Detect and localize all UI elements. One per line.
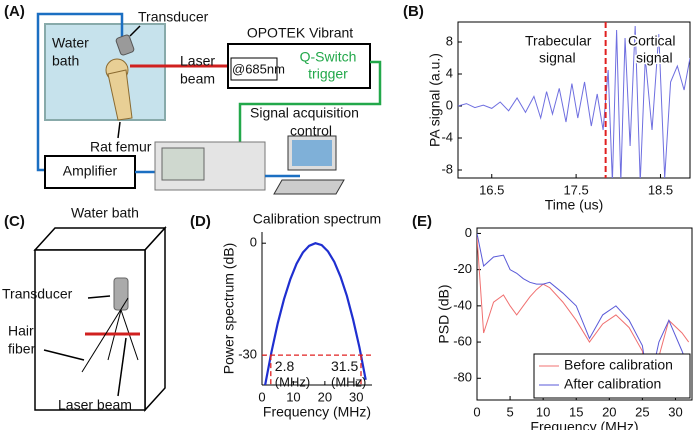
transducer <box>115 34 135 56</box>
x-tick-label: 30 <box>349 389 363 404</box>
panel-label: (B) <box>403 3 424 20</box>
plot-frame <box>457 21 691 179</box>
arrow <box>117 337 127 397</box>
legend-box <box>533 353 691 399</box>
plot-frame <box>476 227 693 401</box>
y-axis-label: PA signal (a.u.) <box>427 53 443 147</box>
cutoff-label: 2.8 <box>275 358 295 374</box>
x-tick-label: 0 <box>473 404 480 419</box>
label: Laser <box>180 53 215 69</box>
label: Laser beam <box>58 397 132 413</box>
y-axis-label: PSD (dB) <box>436 284 452 343</box>
port <box>230 57 278 81</box>
label: Transducer <box>138 9 209 25</box>
annotation: signal <box>539 50 576 66</box>
y-tick-label: -20 <box>453 261 472 276</box>
panel-label: (E) <box>412 213 432 230</box>
panel-label: (A) <box>4 3 25 20</box>
chart-title: Calibration spectrum <box>253 211 381 227</box>
legend-label: Before calibration <box>564 357 673 373</box>
x-tick-label: 20 <box>602 404 616 419</box>
label: Q-Switch <box>300 49 357 65</box>
x-tick-label: 15 <box>569 404 583 419</box>
femur-shaft <box>107 69 133 121</box>
label: Water bath <box>71 205 139 221</box>
box-top <box>33 227 167 251</box>
y-tick-label: -4 <box>441 129 453 144</box>
cutoff-unit: (MHz) <box>331 375 366 390</box>
arrow <box>129 25 141 37</box>
x-tick-label: 20 <box>318 389 332 404</box>
panel-label: (C) <box>4 213 25 230</box>
x-axis-label: Frequency (MHz) <box>263 404 371 420</box>
x-tick-label: 30 <box>668 404 682 419</box>
phantom-diagram: Water bath Transducer Hair fiber Laser b… <box>2 205 167 413</box>
signal-wire <box>36 12 124 172</box>
label: control <box>290 123 332 139</box>
annotation: signal <box>636 50 673 66</box>
annotation: Trabecular <box>525 33 592 49</box>
y-tick-label: 0 <box>250 235 257 250</box>
trigger-wire <box>238 60 382 144</box>
y-tick-label: -80 <box>453 370 472 385</box>
annotation: Cortical <box>628 33 675 49</box>
x-tick-label: 10 <box>286 389 300 404</box>
panel-label: (D) <box>190 213 211 230</box>
series-line <box>458 25 690 178</box>
hair-fiber <box>81 297 129 373</box>
y-tick-label: 4 <box>446 65 453 80</box>
series-line <box>264 242 367 385</box>
arrow <box>117 121 121 139</box>
label: Transducer <box>2 286 73 302</box>
y-tick-label: 0 <box>446 97 453 112</box>
label: fiber <box>8 341 36 357</box>
label: trigger <box>308 66 348 82</box>
arrow <box>43 349 85 361</box>
setup-diagram: Transducer Water bath Laser beam Rat fem… <box>36 9 382 195</box>
transducer <box>113 277 129 311</box>
x-tick-label: 5 <box>506 404 513 419</box>
label: Water <box>52 35 89 51</box>
cutoff-unit: (MHz) <box>275 375 310 390</box>
x-axis-label: Time (us) <box>545 197 604 213</box>
legend-label: After calibration <box>564 376 661 392</box>
label: bath <box>52 53 79 69</box>
y-axis-label: Power spectrum (dB) <box>221 243 237 374</box>
label: Hair <box>8 323 34 339</box>
monitor-screen <box>292 140 332 166</box>
label: @685nm <box>232 61 285 76</box>
y-tick-label: -40 <box>453 297 472 312</box>
label: Amplifier <box>63 163 118 179</box>
arrow <box>87 295 111 299</box>
amplifier-box <box>44 155 136 189</box>
y-tick-label: -60 <box>453 334 472 349</box>
box-front <box>34 249 146 411</box>
x-tick-label: 10 <box>536 404 550 419</box>
box-side <box>144 226 166 412</box>
x-tick-label: 25 <box>635 404 649 419</box>
y-tick-label: -30 <box>238 347 257 362</box>
x-tick-label: 0 <box>258 389 265 404</box>
keyboard <box>273 179 345 195</box>
label: OPOTEK Vibrant <box>247 25 353 41</box>
label: Rat femur <box>90 139 152 155</box>
water-bath <box>44 23 166 121</box>
label: Signal acquisition <box>250 105 359 121</box>
y-tick-label: -8 <box>441 161 453 176</box>
scope-screen <box>161 147 205 181</box>
label: beam <box>180 71 215 87</box>
x-tick-label: 17.5 <box>563 182 588 197</box>
y-tick-label: 8 <box>446 33 453 48</box>
x-tick-label: 16.5 <box>479 182 504 197</box>
x-axis-label: Frequency (MHz) <box>530 419 638 430</box>
cutoff-label: 31.5 <box>331 358 358 374</box>
x-tick-label: 18.5 <box>648 182 673 197</box>
y-tick-label: 0 <box>465 225 472 240</box>
